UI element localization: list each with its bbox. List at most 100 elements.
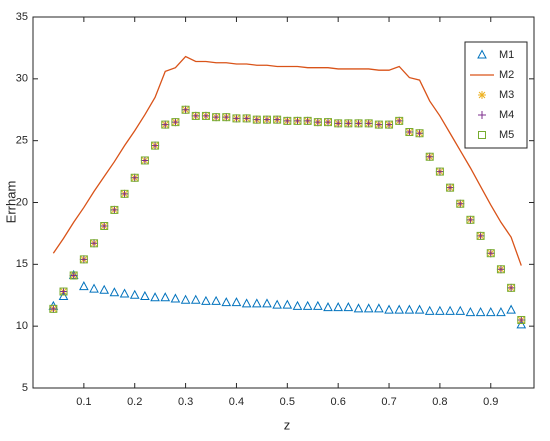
marker-square <box>395 116 404 125</box>
marker-square <box>90 239 99 248</box>
marker-triangle <box>323 302 333 312</box>
marker-plus <box>49 304 58 313</box>
marker-plus <box>79 255 88 264</box>
marker-square <box>374 120 383 129</box>
marker-triangle <box>58 290 69 300</box>
marker-plus <box>69 271 78 280</box>
marker-plus <box>140 156 149 165</box>
marker-plus <box>507 283 516 292</box>
marker-triangle <box>465 307 476 317</box>
marker-triangle <box>394 304 405 314</box>
y-tick-label: 35 <box>16 11 28 23</box>
marker-square <box>130 173 139 182</box>
marker-square <box>466 215 475 224</box>
marker-plus <box>222 113 231 122</box>
marker-square <box>446 183 455 192</box>
marker-triangle <box>333 302 344 312</box>
y-tick-label: 15 <box>16 258 28 270</box>
y-tick-label: 25 <box>16 135 28 147</box>
marker-triangle <box>475 307 486 317</box>
marker-plus <box>293 116 302 125</box>
marker-triangle <box>262 298 272 308</box>
marker-square <box>171 118 180 127</box>
marker-plus <box>395 116 404 125</box>
marker-plus <box>476 231 485 240</box>
marker-plus <box>232 114 241 123</box>
marker-plus <box>120 189 129 198</box>
marker-plus <box>496 265 505 274</box>
marker-triangle <box>79 281 89 291</box>
marker-triangle <box>292 300 303 310</box>
x-tick-label: 0.6 <box>331 396 346 408</box>
marker-triangle <box>363 303 374 313</box>
marker-plus <box>181 105 190 114</box>
marker-triangle <box>445 305 455 315</box>
marker-plus <box>374 120 383 129</box>
marker-star <box>478 91 486 99</box>
marker-square <box>324 118 333 127</box>
marker-plus <box>252 115 261 124</box>
x-tick-label: 0.1 <box>76 396 91 408</box>
marker-plus <box>201 111 210 120</box>
marker-triangle <box>251 298 262 308</box>
legend-label: M1 <box>499 49 514 61</box>
marker-square <box>100 221 109 230</box>
marker-square <box>313 118 322 127</box>
marker-square <box>262 115 271 124</box>
marker-square <box>507 283 516 292</box>
marker-triangle <box>170 293 181 303</box>
marker-square <box>69 271 78 280</box>
marker-plus <box>435 167 444 176</box>
marker-triangle <box>231 297 242 307</box>
marker-square <box>273 115 282 124</box>
marker-square <box>212 113 221 122</box>
marker-plus <box>313 118 322 127</box>
marker-square <box>476 231 485 240</box>
marker-triangle <box>201 295 211 305</box>
x-tick-label: 0.3 <box>178 396 193 408</box>
marker-plus <box>100 221 109 230</box>
marker-plus <box>486 249 495 258</box>
marker-triangle <box>282 299 293 309</box>
marker-square <box>334 119 343 128</box>
marker-square <box>283 116 292 125</box>
marker-square <box>151 141 160 150</box>
series-line <box>52 55 522 266</box>
marker-plus <box>517 315 526 324</box>
marker-plus <box>478 111 486 119</box>
marker-plus <box>354 119 363 128</box>
marker-square <box>303 116 312 125</box>
marker-square <box>496 265 505 274</box>
x-tick-label: 0.7 <box>381 396 396 408</box>
legend-label: M4 <box>499 109 514 121</box>
marker-plus <box>151 141 160 150</box>
marker-square <box>364 119 373 128</box>
marker-square <box>79 255 88 264</box>
y-tick-label: 20 <box>16 196 28 208</box>
marker-square <box>59 287 68 296</box>
marker-plus <box>59 287 68 296</box>
marker-square <box>252 115 261 124</box>
marker-plus <box>303 116 312 125</box>
marker-plus <box>273 115 282 124</box>
marker-plus <box>364 119 373 128</box>
marker-plus <box>456 199 465 208</box>
marker-square <box>385 120 394 129</box>
marker-square <box>293 116 302 125</box>
marker-plus <box>262 115 271 124</box>
marker-triangle <box>272 299 282 309</box>
marker-triangle <box>455 305 466 315</box>
marker-triangle <box>353 303 364 313</box>
y-tick-label: 5 <box>22 382 28 394</box>
y-axis-label: Errham <box>3 181 18 224</box>
x-tick-label: 0.8 <box>432 396 447 408</box>
legend: M1 M2 M3 M4 M5 <box>464 41 528 149</box>
x-tick-label: 0.5 <box>280 396 295 408</box>
marker-triangle <box>516 319 527 329</box>
marker-plus <box>283 116 292 125</box>
marker-triangle <box>424 305 435 315</box>
marker-square <box>242 114 251 123</box>
marker-square <box>201 111 210 120</box>
marker-plus <box>334 119 343 128</box>
